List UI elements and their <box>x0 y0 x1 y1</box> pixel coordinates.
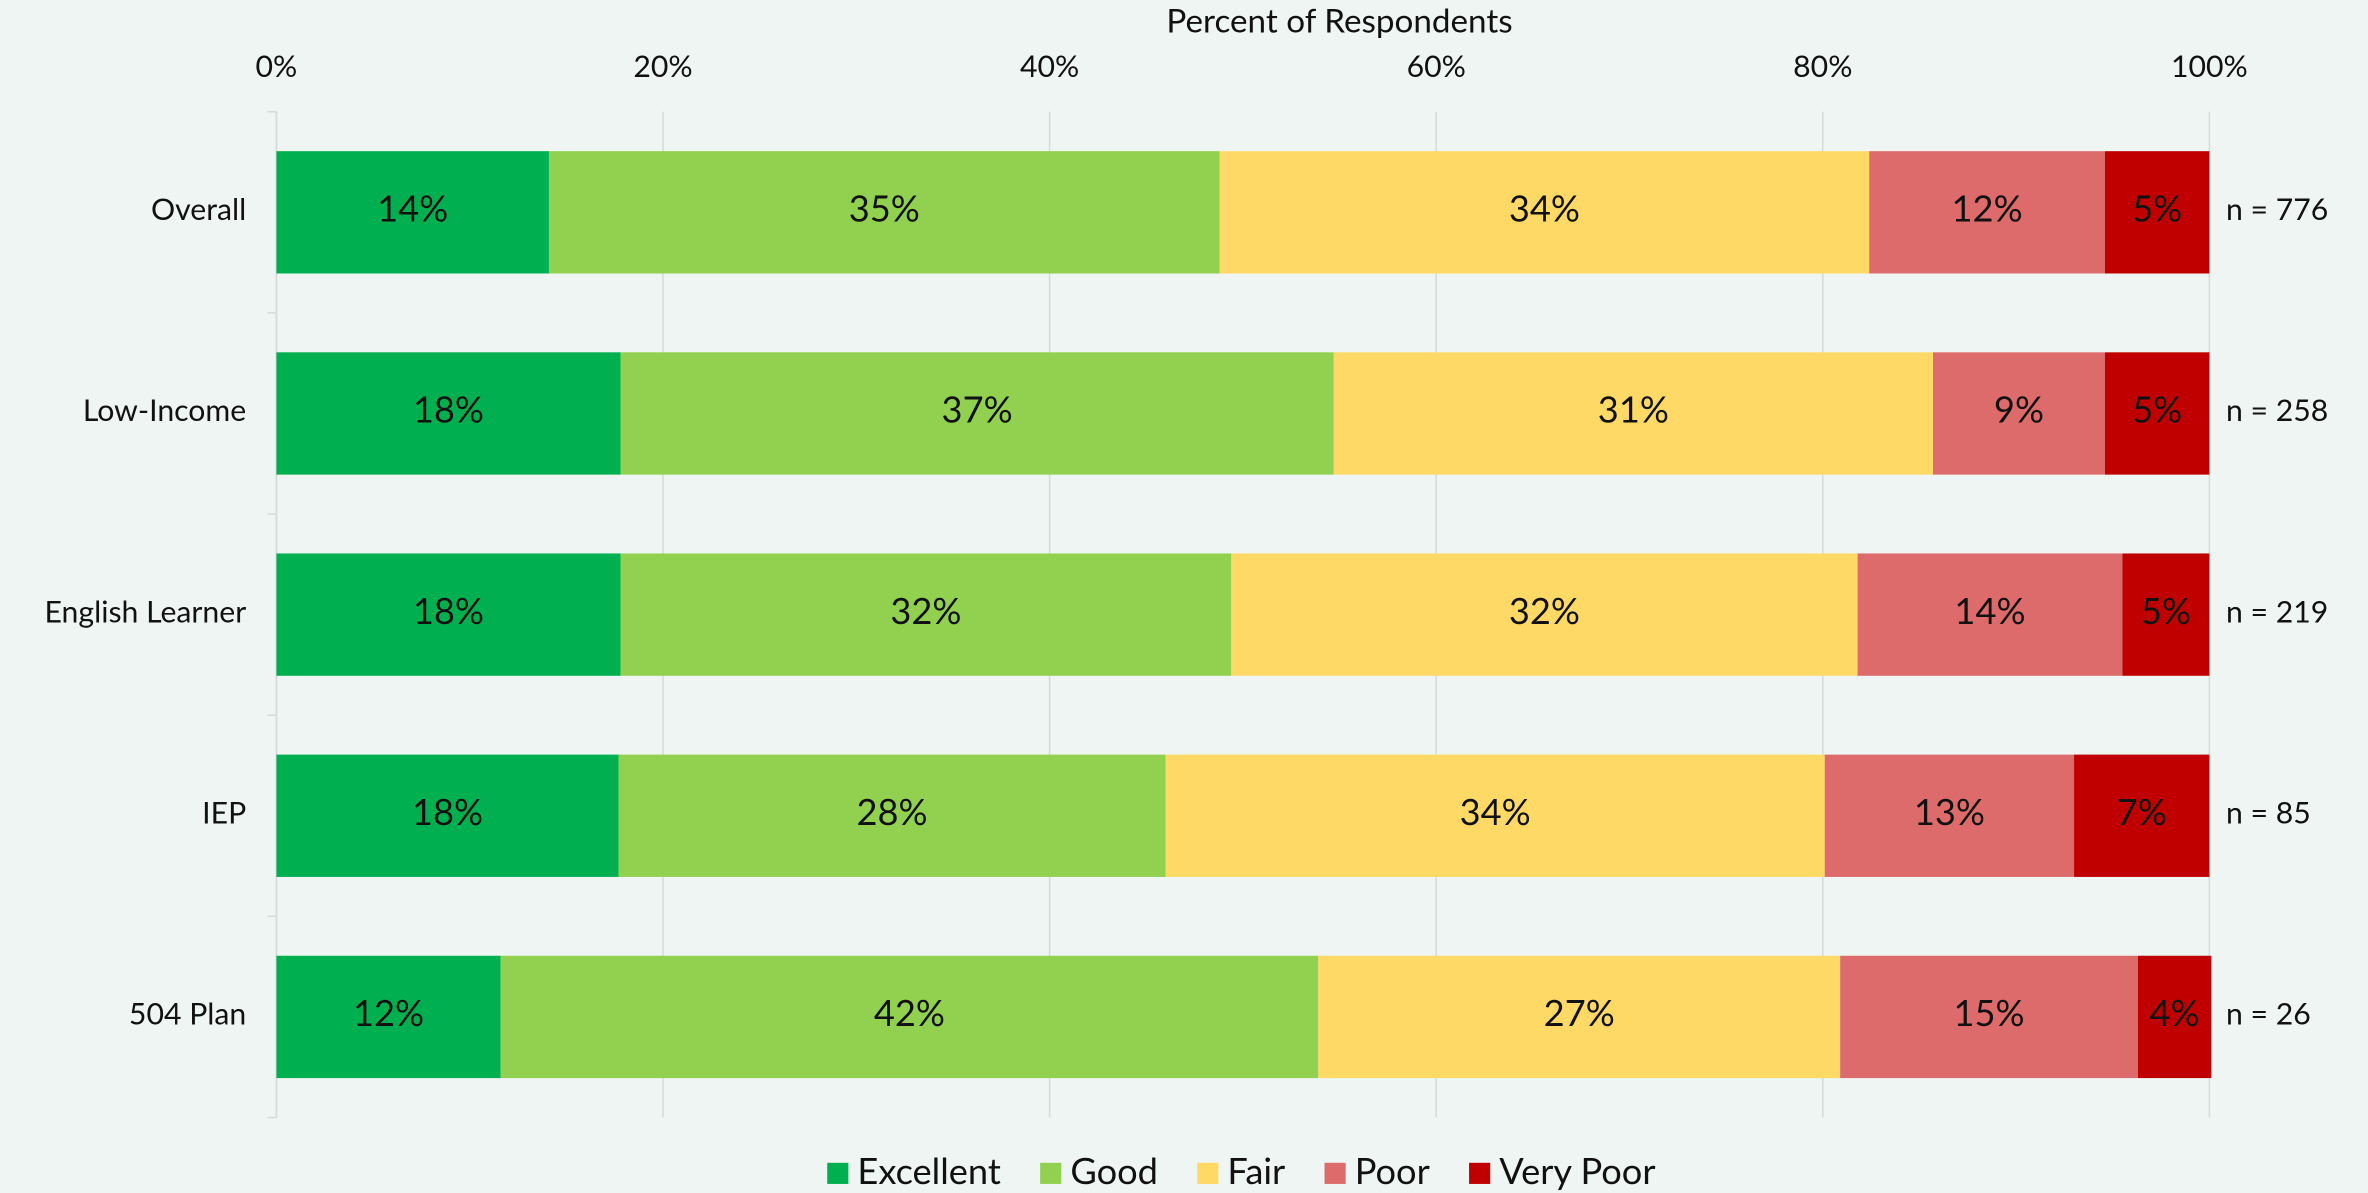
bar-segment <box>500 955 1319 1079</box>
bar-segment <box>1165 754 1825 877</box>
x-tick-label: 100% <box>2171 48 2248 84</box>
y-tick-label: IEP <box>202 794 246 830</box>
legend-swatch <box>827 1162 849 1184</box>
bar-segment <box>1318 955 1841 1079</box>
annotation: n = 26 <box>2226 996 2311 1032</box>
data-label: 12% <box>1952 185 2023 229</box>
bar-segment <box>2104 151 2210 274</box>
bar-segment <box>618 754 1166 877</box>
data-label: 28% <box>857 789 928 833</box>
data-label: 32% <box>890 588 961 632</box>
data-label: 34% <box>1460 789 1531 833</box>
legend-label: Fair <box>1227 1148 1285 1192</box>
bar-segment <box>276 553 621 676</box>
x-tick-label: 0% <box>256 48 298 84</box>
x-axis-label: Percent of Respondents <box>1166 1 1512 41</box>
legend-swatch <box>1040 1162 1062 1184</box>
bar-segment <box>1840 955 2138 1079</box>
y-tick-label: Overall <box>151 191 246 227</box>
data-label: 9% <box>1994 387 2044 431</box>
data-label: 5% <box>2132 185 2182 229</box>
annotation: n = 85 <box>2226 794 2311 830</box>
bar-segment <box>2104 352 2210 475</box>
data-label: 14% <box>1954 588 2025 632</box>
annotation: n = 258 <box>2226 392 2328 428</box>
x-tick-label: 40% <box>1020 48 1079 84</box>
data-label: 34% <box>1509 185 1580 229</box>
bar-segment <box>2122 553 2210 676</box>
legend-label: Excellent <box>857 1148 1000 1192</box>
x-tick-label: 60% <box>1407 48 1466 84</box>
data-label: 5% <box>2141 588 2191 632</box>
bar-segment <box>1824 754 2075 877</box>
data-label: 13% <box>1914 789 1985 833</box>
data-label: 42% <box>874 990 945 1034</box>
bar-segment <box>276 754 619 877</box>
legend-swatch <box>1324 1162 1346 1184</box>
bar-segment <box>2074 754 2210 877</box>
data-label: 27% <box>1544 990 1615 1034</box>
bar-segment <box>276 352 621 475</box>
annotation: n = 219 <box>2226 593 2328 629</box>
data-label: 5% <box>2132 387 2182 431</box>
bar-segment <box>620 553 1232 676</box>
data-label: 31% <box>1598 387 1669 431</box>
y-tick-label: Low-Income <box>83 392 246 428</box>
data-label: 15% <box>1953 990 2024 1034</box>
bar-segment <box>1857 553 2123 676</box>
x-tick-label: 20% <box>633 48 692 84</box>
legend-swatch <box>1197 1162 1219 1184</box>
legend-swatch <box>1469 1162 1491 1184</box>
bar-segment <box>548 151 1220 274</box>
data-label: 14% <box>377 185 448 229</box>
bar-segment <box>620 352 1334 475</box>
bar-segment <box>276 151 549 274</box>
legend-label: Very Poor <box>1499 1148 1655 1192</box>
data-label: 35% <box>849 185 920 229</box>
data-label: 18% <box>412 789 483 833</box>
data-label: 4% <box>2150 990 2200 1034</box>
bar-segment <box>2137 955 2212 1079</box>
bar-segment <box>276 955 501 1079</box>
bar-segment <box>1932 352 2105 475</box>
bar-segment <box>1333 352 1933 475</box>
data-label: 18% <box>413 387 484 431</box>
data-label: 7% <box>2117 789 2167 833</box>
annotation: n = 776 <box>2226 191 2328 227</box>
legend-label: Poor <box>1355 1148 1430 1192</box>
data-label: 18% <box>413 588 484 632</box>
bar-segment <box>1231 553 1858 676</box>
legend-label: Good <box>1070 1148 1158 1192</box>
y-tick-label: English Learner <box>45 593 247 629</box>
data-label: 12% <box>353 990 424 1034</box>
x-tick-label: 80% <box>1793 48 1852 84</box>
bar-segment <box>1869 151 2105 274</box>
y-tick-label: 504 Plan <box>129 996 246 1032</box>
data-label: 32% <box>1509 588 1580 632</box>
bar-segment <box>1219 151 1870 274</box>
data-label: 37% <box>942 387 1013 431</box>
